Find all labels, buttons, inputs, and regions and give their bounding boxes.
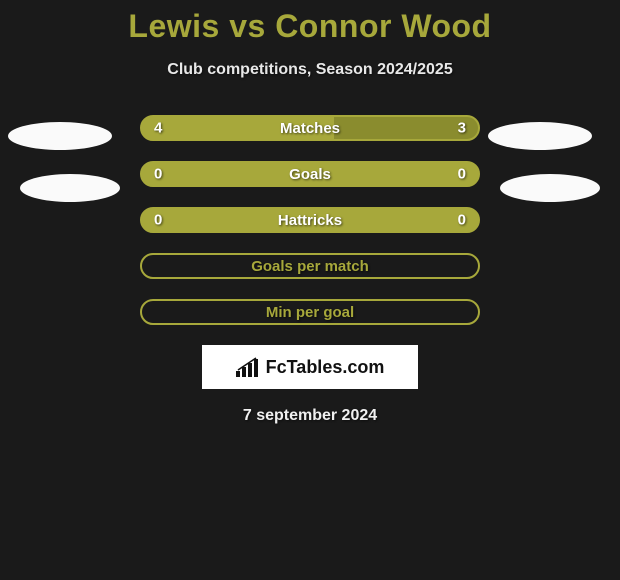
stat-row-goals-per-match: Goals per match — [140, 253, 480, 279]
ellipse-decor — [500, 174, 600, 202]
stat-right-value: 0 — [458, 212, 466, 229]
logo-text: FcTables.com — [266, 357, 385, 378]
ellipse-decor — [8, 122, 112, 150]
stat-label: Goals — [289, 166, 331, 183]
stat-row-hattricks: 0 Hattricks 0 — [140, 207, 480, 233]
stat-right-value: 3 — [458, 120, 466, 137]
stat-row-matches: 4 Matches 3 — [140, 115, 480, 141]
chart-bars-icon — [236, 357, 262, 377]
stat-row-goals: 0 Goals 0 — [140, 161, 480, 187]
date-text: 7 september 2024 — [0, 407, 620, 425]
stat-left-value: 4 — [154, 120, 162, 137]
stat-label: Matches — [280, 120, 340, 137]
ellipse-decor — [488, 122, 592, 150]
stat-left-value: 0 — [154, 212, 162, 229]
stat-label: Min per goal — [266, 304, 354, 321]
stat-row-min-per-goal: Min per goal — [140, 299, 480, 325]
logo: FcTables.com — [236, 357, 385, 378]
logo-box: FcTables.com — [202, 345, 418, 389]
ellipse-decor — [20, 174, 120, 202]
stat-left-value: 0 — [154, 166, 162, 183]
subtitle: Club competitions, Season 2024/2025 — [0, 61, 620, 79]
stat-label: Goals per match — [251, 258, 369, 275]
page-title: Lewis vs Connor Wood — [0, 0, 620, 45]
stat-label: Hattricks — [278, 212, 342, 229]
stat-right-value: 0 — [458, 166, 466, 183]
